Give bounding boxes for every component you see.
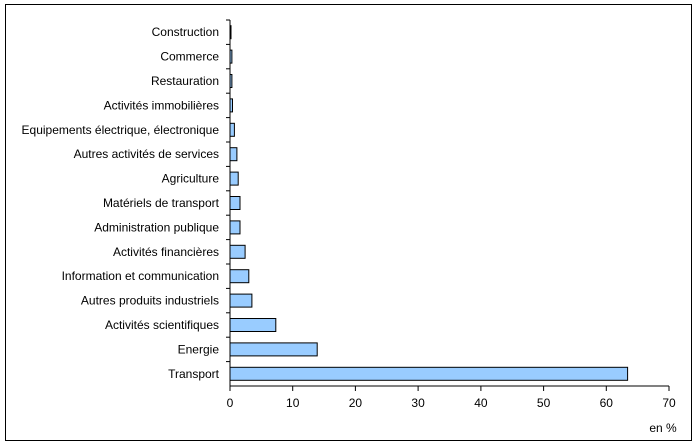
category-label-3: Activités immobilières: [104, 98, 219, 112]
category-label-11: Autres produits industriels: [81, 294, 219, 308]
bar-4: [229, 122, 235, 137]
category-label-9: Activités financières: [113, 245, 219, 259]
bar-5: [229, 147, 238, 162]
x-tick-label-3: 30: [411, 396, 425, 410]
category-label-2: Restauration: [151, 74, 219, 88]
x-tick-label-0: 0: [227, 396, 234, 410]
category-label-8: Administration publique: [94, 220, 219, 234]
bar-13: [229, 342, 318, 357]
x-tick-label-6: 60: [600, 396, 614, 410]
bar-8: [229, 220, 241, 235]
bar-7: [229, 196, 241, 210]
bar-14: [229, 366, 629, 381]
x-tick-label-4: 40: [474, 396, 488, 410]
category-label-6: Agriculture: [162, 172, 220, 186]
category-label-5: Autres activités de services: [74, 147, 219, 161]
x-tick-label-7: 70: [662, 396, 676, 410]
category-label-14: Transport: [168, 367, 220, 381]
x-tick-label-2: 20: [349, 396, 363, 410]
x-tick-label-5: 50: [537, 396, 551, 410]
unit-label: en %: [649, 421, 677, 435]
bars-group: [229, 25, 629, 381]
category-label-1: Commerce: [160, 50, 219, 64]
category-labels-group: Construction Commerce Restauration Activité…: [22, 25, 220, 381]
axes-group: [226, 19, 670, 391]
bar-9: [229, 244, 246, 259]
bar-6: [229, 171, 239, 186]
bar-10: [229, 269, 250, 284]
bar-12: [229, 318, 277, 332]
category-label-12: Activités scientifiques: [105, 318, 219, 332]
x-tick-label-1: 10: [286, 396, 300, 410]
category-label-10: Information et communication: [62, 269, 219, 283]
category-label-4: Equipements électrique, électronique: [22, 123, 220, 137]
category-label-13: Energie: [178, 342, 220, 356]
category-label-0: Construction: [152, 25, 219, 39]
bar-11: [229, 293, 253, 308]
x-tick-labels-group: 0 10 20 30 40 50 60 70: [227, 396, 676, 410]
category-label-7: Matériels de transport: [103, 196, 220, 210]
